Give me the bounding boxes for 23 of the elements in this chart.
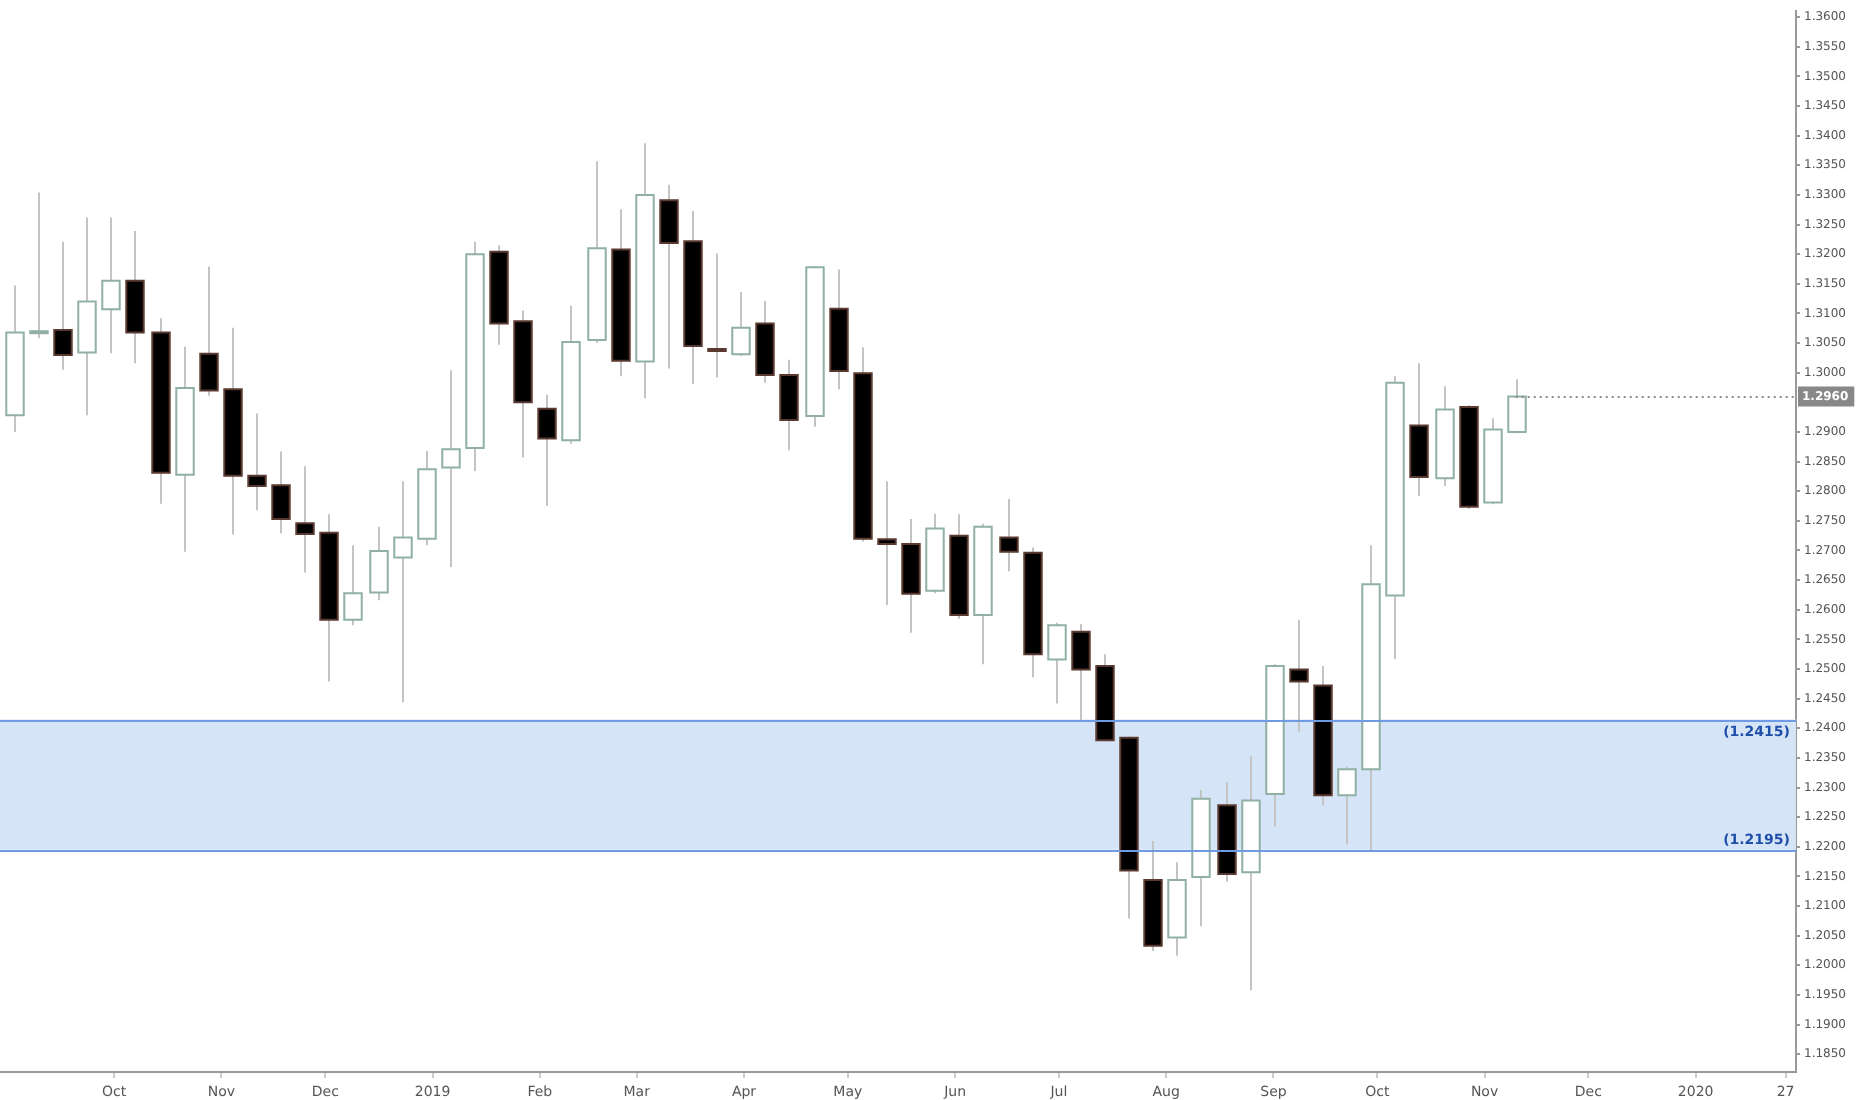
candlestick <box>271 450 291 535</box>
candlestick <box>295 465 315 574</box>
candlestick <box>659 183 679 370</box>
candlestick <box>731 291 751 358</box>
candlestick <box>393 480 413 704</box>
candlestick <box>1337 765 1357 846</box>
candlestick <box>1071 622 1091 721</box>
candlestick <box>1047 621 1067 705</box>
candlestick <box>101 216 121 355</box>
candlestick <box>999 497 1019 573</box>
candlestick <box>199 265 219 397</box>
candlestick <box>707 252 727 379</box>
candlestick <box>247 412 267 512</box>
candlestick <box>29 191 49 340</box>
candlestick <box>369 525 389 602</box>
candlestick <box>343 544 363 627</box>
candlestick <box>441 369 461 569</box>
candlestick <box>877 480 897 607</box>
candlestick <box>537 393 557 508</box>
candlestick <box>1507 378 1527 435</box>
candlestick <box>1289 618 1309 733</box>
candlestick <box>53 240 73 371</box>
candlestick <box>779 358 799 452</box>
